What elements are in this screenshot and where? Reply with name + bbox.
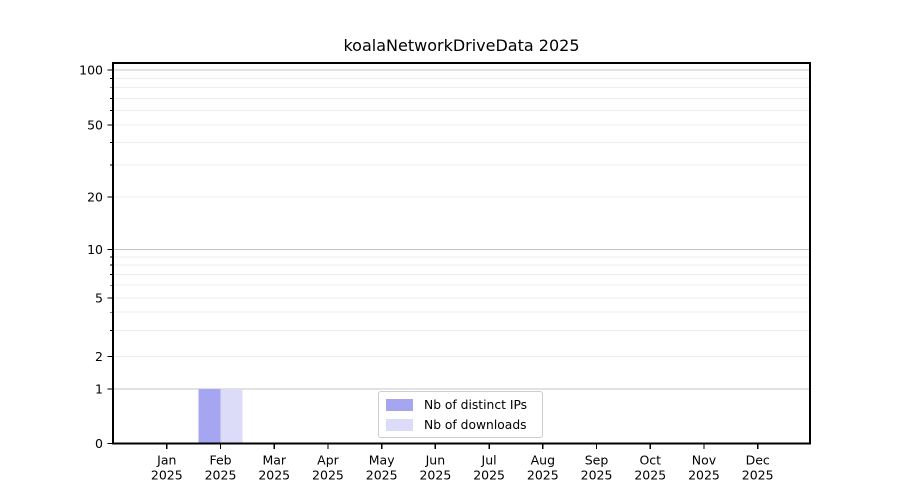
y-tick-label-5: 5 [95,291,103,306]
chart-title: koalaNetworkDriveData 2025 [343,36,580,55]
x-tick-label-dec: Dec 2025 [742,453,774,483]
bar-nb-of-downloads-feb [220,389,243,444]
x-tick-label-aug: Aug 2025 [527,453,559,483]
legend-label-distinct-ips: Nb of distinct IPs [424,397,528,412]
y-tick-label-50: 50 [87,118,103,133]
x-tick-label-sep: Sep 2025 [581,453,613,483]
x-tick-label-feb: Feb 2025 [205,453,237,483]
legend-swatch-distinct-ips [386,398,413,411]
x-tick-label-mar: Mar 2025 [258,453,290,483]
y-tick-label-10: 10 [87,242,103,257]
y-tick-label-0: 0 [95,436,103,451]
x-tick-label-oct: Oct 2025 [634,453,666,483]
x-tick-label-jan: Jan 2025 [151,453,183,483]
legend: Nb of distinct IPs Nb of downloads [378,391,543,438]
x-tick-label-jul: Jul 2025 [473,453,505,483]
x-tick-label-may: May 2025 [366,453,398,483]
legend-label-downloads: Nb of downloads [424,417,527,432]
legend-item-downloads: Nb of downloads [386,416,542,433]
y-tick-label-100: 100 [79,63,103,78]
x-tick-label-jun: Jun 2025 [419,453,451,483]
bar-nb-of-distinct-ips-feb [198,389,221,444]
x-tick-label-apr: Apr 2025 [312,453,344,483]
axis-spines [112,62,811,445]
y-tick-label-20: 20 [87,190,103,205]
legend-swatch-downloads [386,418,413,431]
legend-item-distinct-ips: Nb of distinct IPs [386,396,542,413]
y-tick-label-1: 1 [95,382,103,397]
y-tick-label-2: 2 [95,349,103,364]
x-tick-label-nov: Nov 2025 [688,453,720,483]
